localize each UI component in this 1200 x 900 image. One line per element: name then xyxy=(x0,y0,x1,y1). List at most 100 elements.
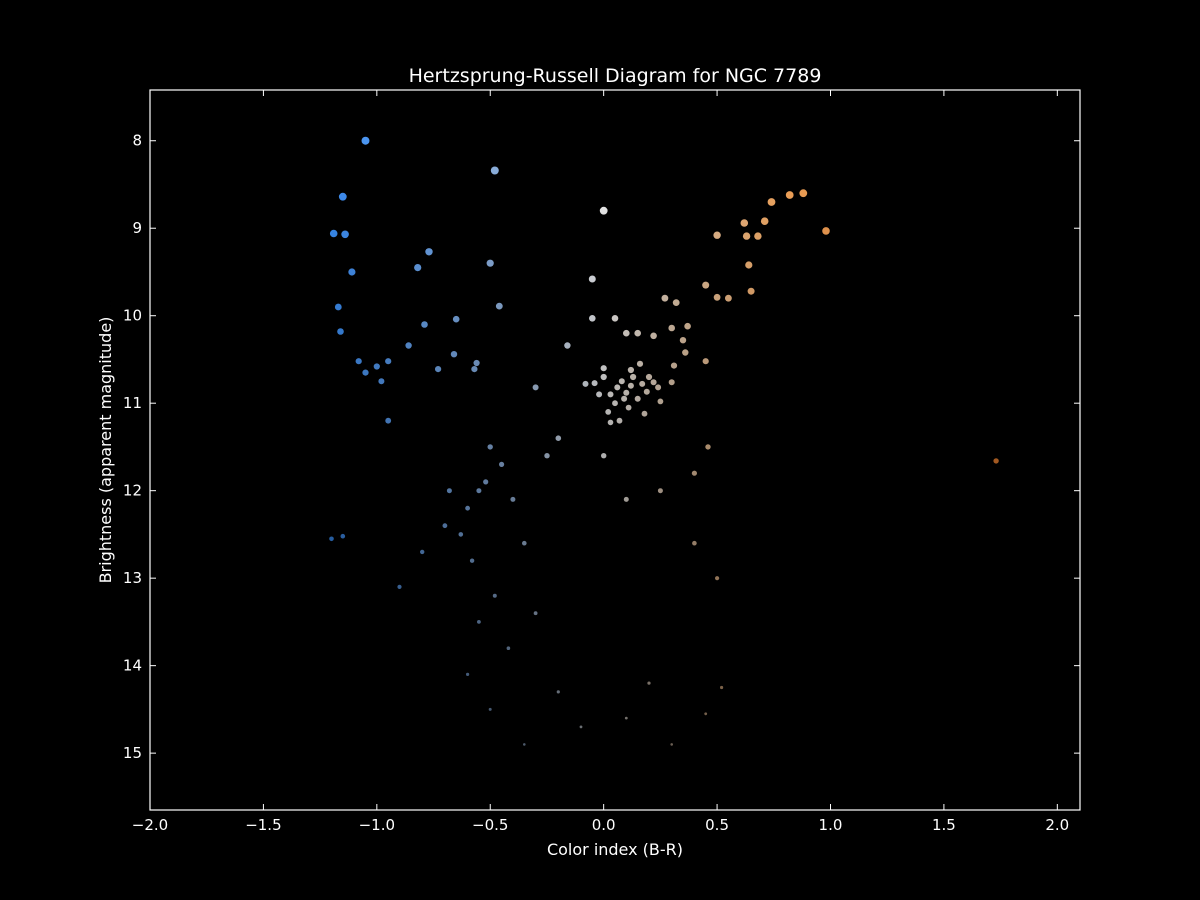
star-point xyxy=(657,398,664,405)
star-point xyxy=(522,540,527,546)
star-point xyxy=(476,488,482,494)
star-point xyxy=(490,166,499,175)
x-tick-label: 0.0 xyxy=(592,816,616,834)
star-point xyxy=(601,453,607,459)
star-point xyxy=(338,192,347,201)
star-point xyxy=(754,232,762,240)
star-point xyxy=(715,576,720,581)
star-point xyxy=(670,743,673,746)
star-point xyxy=(420,549,425,555)
star-point xyxy=(334,303,342,311)
star-point xyxy=(713,293,721,301)
star-point xyxy=(329,229,338,238)
star-point xyxy=(337,328,344,335)
star-point xyxy=(725,294,732,302)
x-tick-label: −0.5 xyxy=(472,816,508,834)
chart-title: Hertzsprung-Russell Diagram for NGC 7789 xyxy=(409,65,822,87)
star-point xyxy=(555,435,562,442)
star-point xyxy=(639,380,646,387)
x-tick-label: −1.5 xyxy=(245,816,281,834)
star-point xyxy=(684,322,691,330)
star-point xyxy=(607,419,614,426)
star-point xyxy=(993,458,999,464)
star-point xyxy=(618,378,625,385)
star-point xyxy=(385,417,392,424)
star-point xyxy=(435,366,442,373)
star-point xyxy=(579,725,583,729)
y-tick-label: 10 xyxy=(123,307,142,325)
star-point xyxy=(605,409,612,415)
star-point xyxy=(341,230,349,239)
x-tick-label: −2.0 xyxy=(132,816,168,834)
plot-frame xyxy=(149,89,1081,811)
star-point xyxy=(627,366,635,374)
star-point xyxy=(556,690,560,694)
star-point xyxy=(532,384,539,391)
y-tick-label: 13 xyxy=(123,569,142,587)
star-point xyxy=(657,488,663,494)
star-point xyxy=(614,384,621,391)
star-point xyxy=(425,248,433,256)
star-point xyxy=(645,373,653,381)
star-point xyxy=(682,349,689,356)
star-point xyxy=(623,389,630,396)
star-point xyxy=(668,379,675,386)
star-point xyxy=(647,681,651,685)
star-point xyxy=(702,358,709,365)
star-point xyxy=(596,391,603,398)
star-point xyxy=(691,470,698,476)
star-point xyxy=(465,505,470,511)
y-axis-label: Brightness (apparent magnitude) xyxy=(96,317,115,584)
star-point xyxy=(362,369,369,376)
star-point xyxy=(785,191,794,199)
star-point xyxy=(589,315,596,322)
star-point xyxy=(705,444,711,450)
star-point xyxy=(624,716,628,720)
star-point xyxy=(487,444,493,450)
star-point xyxy=(679,337,687,344)
star-point xyxy=(340,533,346,539)
star-point xyxy=(611,315,619,322)
star-point xyxy=(767,198,776,206)
star-point xyxy=(452,315,460,323)
star-point xyxy=(621,395,628,402)
star-point xyxy=(588,275,596,283)
star-point xyxy=(650,379,657,386)
y-axis-ticks: 8 9 10 11 12 13 14 15 xyxy=(123,132,1080,762)
y-tick-label: 11 xyxy=(123,394,142,412)
star-point xyxy=(702,281,710,289)
star-point xyxy=(533,611,538,616)
x-tick-label: −1.0 xyxy=(359,816,395,834)
star-point xyxy=(329,536,334,542)
star-point xyxy=(799,189,808,198)
star-point xyxy=(713,231,721,239)
star-point xyxy=(623,329,630,337)
star-point xyxy=(378,378,385,385)
star-point xyxy=(822,227,830,235)
star-point xyxy=(471,366,478,373)
star-point xyxy=(397,584,402,590)
star-point xyxy=(495,302,503,310)
star-point xyxy=(704,712,708,716)
star-point xyxy=(361,136,370,145)
star-point xyxy=(745,261,753,269)
star-point xyxy=(616,417,623,424)
star-point xyxy=(414,264,422,272)
x-tick-label: 1.5 xyxy=(932,816,956,834)
star-point xyxy=(641,410,648,417)
star-point xyxy=(477,620,481,624)
star-point xyxy=(373,363,380,370)
star-point xyxy=(466,672,470,677)
star-point xyxy=(643,388,650,395)
star-point xyxy=(760,217,769,225)
star-point xyxy=(458,532,464,537)
star-point xyxy=(523,743,526,746)
y-tick-label: 14 xyxy=(123,657,142,675)
star-point xyxy=(623,496,629,502)
star-point xyxy=(510,496,516,502)
x-axis-ticks: −2.0 −1.5 −1.0 −0.5 0.0 0.5 1.0 1.5 2.0 xyxy=(132,90,1069,834)
star-point xyxy=(506,646,511,650)
x-tick-label: 2.0 xyxy=(1045,816,1069,834)
